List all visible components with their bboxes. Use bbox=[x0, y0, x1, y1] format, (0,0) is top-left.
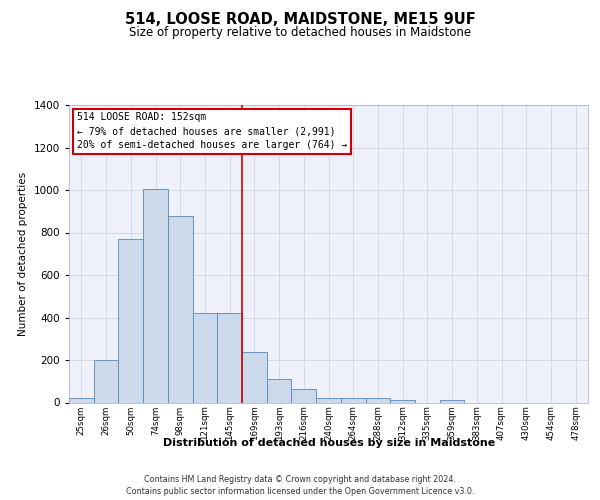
Bar bbox=[440, 400, 464, 402]
Bar bbox=[193, 313, 217, 402]
Bar bbox=[316, 398, 341, 402]
Text: Size of property relative to detached houses in Maidstone: Size of property relative to detached ho… bbox=[129, 26, 471, 39]
Bar bbox=[118, 239, 143, 402]
Bar bbox=[69, 398, 94, 402]
Bar bbox=[365, 398, 390, 402]
Bar bbox=[217, 313, 242, 402]
Bar bbox=[168, 216, 193, 402]
Text: Contains HM Land Registry data © Crown copyright and database right 2024.: Contains HM Land Registry data © Crown c… bbox=[144, 476, 456, 484]
Text: Distribution of detached houses by size in Maidstone: Distribution of detached houses by size … bbox=[163, 438, 495, 448]
Bar bbox=[242, 352, 267, 403]
Bar bbox=[267, 379, 292, 402]
Bar bbox=[390, 400, 415, 402]
Text: 514, LOOSE ROAD, MAIDSTONE, ME15 9UF: 514, LOOSE ROAD, MAIDSTONE, ME15 9UF bbox=[125, 12, 475, 28]
Bar bbox=[94, 360, 118, 403]
Bar bbox=[341, 398, 365, 402]
Bar bbox=[292, 388, 316, 402]
Bar bbox=[143, 189, 168, 402]
Text: Contains public sector information licensed under the Open Government Licence v3: Contains public sector information licen… bbox=[126, 486, 474, 496]
Text: 514 LOOSE ROAD: 152sqm
← 79% of detached houses are smaller (2,991)
20% of semi-: 514 LOOSE ROAD: 152sqm ← 79% of detached… bbox=[77, 112, 347, 150]
Y-axis label: Number of detached properties: Number of detached properties bbox=[18, 172, 28, 336]
